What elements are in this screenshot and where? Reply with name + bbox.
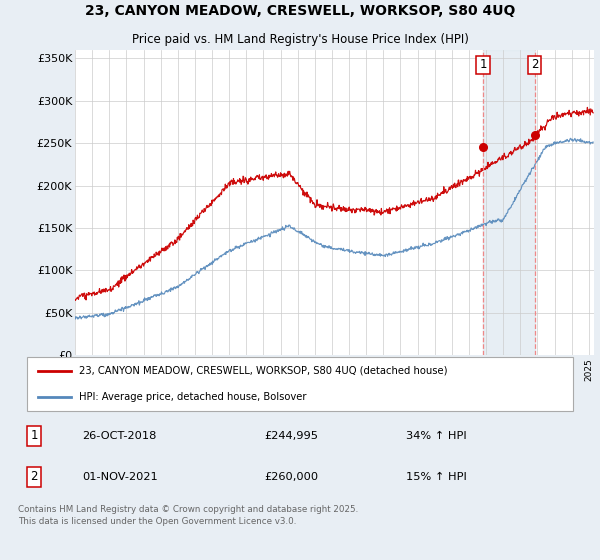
Text: 2: 2 (31, 470, 38, 483)
Text: 01-NOV-2021: 01-NOV-2021 (82, 472, 158, 482)
Text: 15% ↑ HPI: 15% ↑ HPI (406, 472, 467, 482)
Text: 23, CANYON MEADOW, CRESWELL, WORKSOP, S80 4UQ: 23, CANYON MEADOW, CRESWELL, WORKSOP, S8… (85, 4, 515, 18)
Text: £244,995: £244,995 (265, 431, 319, 441)
Text: 2: 2 (531, 58, 538, 72)
Text: £260,000: £260,000 (265, 472, 319, 482)
Text: Contains HM Land Registry data © Crown copyright and database right 2025.
This d: Contains HM Land Registry data © Crown c… (18, 505, 358, 526)
Text: 26-OCT-2018: 26-OCT-2018 (82, 431, 157, 441)
Text: HPI: Average price, detached house, Bolsover: HPI: Average price, detached house, Bols… (79, 393, 307, 402)
Text: 23, CANYON MEADOW, CRESWELL, WORKSOP, S80 4UQ (detached house): 23, CANYON MEADOW, CRESWELL, WORKSOP, S8… (79, 366, 448, 376)
Text: Price paid vs. HM Land Registry's House Price Index (HPI): Price paid vs. HM Land Registry's House … (131, 32, 469, 45)
Text: 1: 1 (31, 430, 38, 442)
Text: 1: 1 (479, 58, 487, 72)
Bar (483, 50, 535, 355)
FancyBboxPatch shape (27, 357, 573, 410)
Text: 34% ↑ HPI: 34% ↑ HPI (406, 431, 467, 441)
